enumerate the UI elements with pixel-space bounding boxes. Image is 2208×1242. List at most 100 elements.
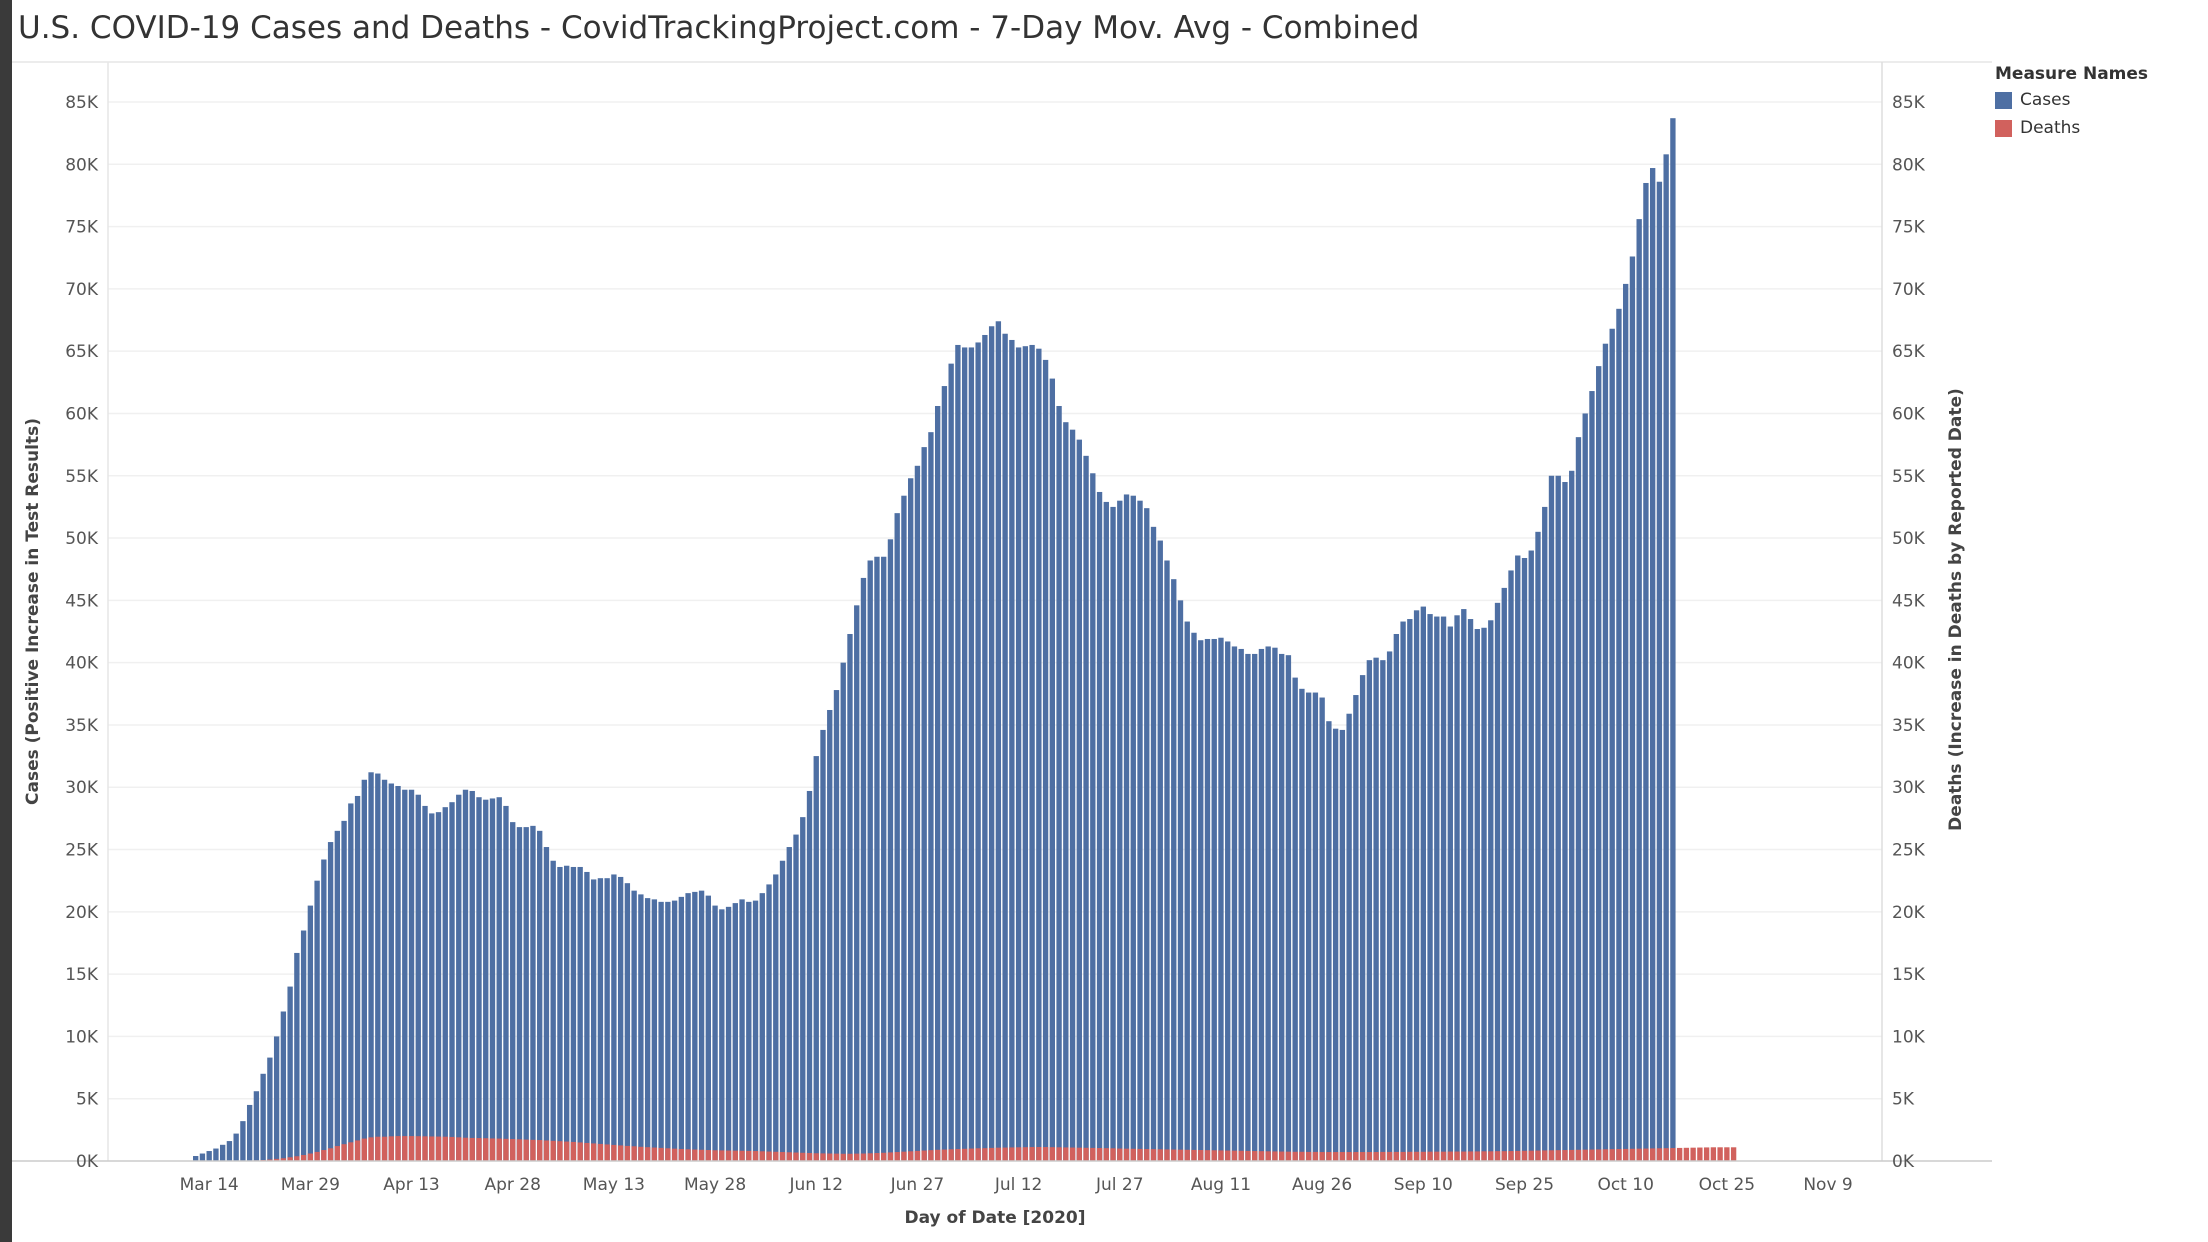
legend-item-deaths[interactable]: Deaths [1995,118,2148,138]
bar-cases[interactable] [1602,343,1609,1161]
bar-cases[interactable] [1440,616,1447,1161]
bar-deaths[interactable] [1616,1149,1622,1161]
bar-cases[interactable] [1467,619,1474,1161]
bar-cases[interactable] [530,825,536,1161]
bar-cases[interactable] [1508,570,1514,1161]
bar-deaths[interactable] [321,1150,327,1161]
bar-deaths[interactable] [1218,1150,1224,1161]
bar-cases[interactable] [1407,619,1413,1161]
bar-deaths[interactable] [1110,1148,1116,1161]
bar-cases[interactable] [341,820,347,1161]
bar-cases[interactable] [1117,500,1123,1161]
bar-deaths[interactable] [1710,1147,1717,1161]
bar-deaths[interactable] [510,1139,516,1161]
bar-deaths[interactable] [1056,1147,1062,1161]
bar-deaths[interactable] [1440,1151,1447,1161]
bar-cases[interactable] [820,729,826,1161]
bar-deaths[interactable] [557,1141,563,1161]
bar-deaths[interactable] [1548,1150,1555,1161]
bar-deaths[interactable] [860,1153,867,1161]
bar-deaths[interactable] [1515,1150,1521,1161]
bar-deaths[interactable] [840,1153,846,1161]
bar-deaths[interactable] [1663,1148,1669,1161]
bar-deaths[interactable] [1346,1152,1352,1161]
bar-deaths[interactable] [732,1150,738,1161]
bar-deaths[interactable] [1272,1151,1278,1161]
bar-cases[interactable] [1083,455,1089,1162]
bar-deaths[interactable] [665,1148,671,1161]
bar-cases[interactable] [1501,587,1507,1161]
bar-cases[interactable] [1279,653,1285,1161]
bar-deaths[interactable] [327,1148,334,1161]
bar-cases[interactable] [233,1133,239,1161]
bar-deaths[interactable] [496,1138,502,1161]
bar-cases[interactable] [1238,648,1244,1161]
bar-deaths[interactable] [368,1137,374,1161]
bar-cases[interactable] [503,805,509,1161]
bar-deaths[interactable] [685,1149,691,1161]
bar-deaths[interactable] [901,1151,907,1161]
bar-cases[interactable] [1036,348,1042,1161]
bar-cases[interactable] [644,898,651,1161]
bar-cases[interactable] [1393,633,1400,1161]
bar-deaths[interactable] [1393,1151,1400,1161]
bar-deaths[interactable] [1717,1147,1723,1161]
bar-cases[interactable] [793,834,799,1161]
bar-deaths[interactable] [1683,1147,1690,1161]
bar-cases[interactable] [1596,366,1602,1161]
bar-deaths[interactable] [537,1140,543,1161]
bar-cases[interactable] [570,866,577,1161]
bar-cases[interactable] [732,903,738,1161]
bar-cases[interactable] [1434,616,1440,1161]
bar-cases[interactable] [348,803,354,1161]
bar-cases[interactable] [550,860,556,1161]
bar-cases[interactable] [725,906,732,1161]
bar-deaths[interactable] [921,1150,927,1161]
bar-deaths[interactable] [395,1136,401,1161]
bar-deaths[interactable] [1083,1147,1089,1161]
bar-deaths[interactable] [975,1148,981,1161]
bar-deaths[interactable] [847,1153,853,1161]
bar-deaths[interactable] [611,1144,617,1161]
bar-deaths[interactable] [779,1152,786,1161]
bar-cases[interactable] [1319,697,1325,1161]
bar-deaths[interactable] [881,1152,887,1161]
bar-deaths[interactable] [388,1136,394,1161]
bar-deaths[interactable] [1467,1151,1474,1161]
bar-deaths[interactable] [725,1150,732,1161]
bar-deaths[interactable] [314,1151,320,1161]
bar-cases[interactable] [1029,344,1035,1162]
bar-cases[interactable] [1056,405,1062,1161]
bar-deaths[interactable] [1413,1151,1420,1161]
bar-cases[interactable] [1164,560,1170,1161]
bar-cases[interactable] [1245,653,1251,1161]
bar-cases[interactable] [577,866,583,1161]
bar-cases[interactable] [1157,540,1163,1161]
bar-cases[interactable] [1427,614,1433,1161]
bar-cases[interactable] [1481,627,1487,1161]
bar-cases[interactable] [1494,602,1501,1161]
bar-cases[interactable] [1548,475,1555,1161]
bar-cases[interactable] [894,513,900,1161]
bar-cases[interactable] [752,900,759,1161]
bar-deaths[interactable] [530,1139,536,1161]
bar-cases[interactable] [1515,555,1521,1161]
bar-cases[interactable] [955,344,961,1162]
bar-deaths[interactable] [1144,1149,1150,1161]
bar-deaths[interactable] [644,1147,651,1161]
bar-cases[interactable] [1420,606,1426,1161]
bar-deaths[interactable] [766,1151,772,1161]
bar-cases[interactable] [354,795,361,1161]
bar-deaths[interactable] [273,1158,280,1161]
bar-deaths[interactable] [1353,1152,1359,1161]
bar-cases[interactable] [1171,579,1177,1161]
bar-cases[interactable] [1575,437,1582,1162]
bar-cases[interactable] [590,879,597,1161]
bar-cases[interactable] [388,783,394,1161]
bar-cases[interactable] [1076,439,1082,1161]
bar-deaths[interactable] [1339,1152,1346,1161]
bar-cases[interactable] [604,878,610,1161]
bar-cases[interactable] [1643,182,1649,1161]
bar-cases[interactable] [537,830,543,1161]
bar-deaths[interactable] [1090,1147,1096,1161]
